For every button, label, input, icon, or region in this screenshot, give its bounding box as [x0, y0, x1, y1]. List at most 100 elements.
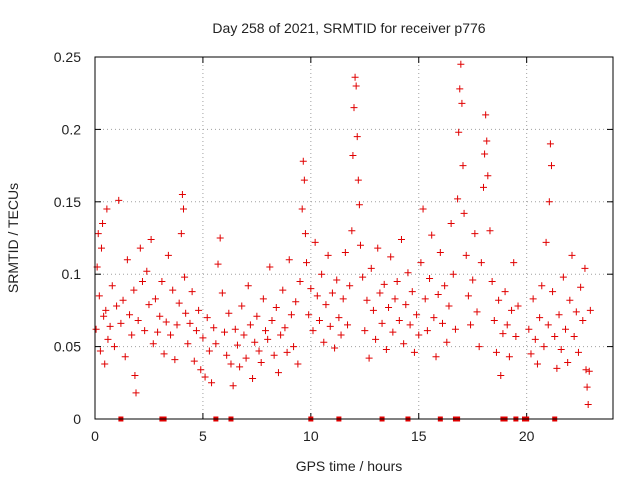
- data-point: [201, 373, 209, 381]
- data-points: [92, 60, 594, 409]
- data-point: [113, 302, 121, 310]
- data-point: [181, 273, 189, 281]
- data-point: [121, 353, 129, 361]
- data-point: [428, 231, 436, 239]
- data-point: [270, 351, 278, 359]
- data-point: [225, 309, 233, 317]
- data-point: [531, 335, 539, 343]
- data-point: [294, 360, 302, 368]
- data-point: [131, 372, 139, 380]
- data-point: [290, 343, 298, 351]
- data-point: [195, 306, 203, 314]
- data-point: [481, 150, 489, 158]
- data-point: [363, 296, 371, 304]
- data-point: [132, 389, 140, 397]
- data-point: [255, 347, 263, 355]
- data-point: [231, 325, 239, 333]
- data-point: [549, 288, 557, 296]
- y-tick-label: 0.05: [54, 339, 81, 355]
- data-point: [151, 295, 159, 303]
- data-point: [341, 248, 349, 256]
- data-point: [147, 235, 155, 243]
- data-point: [197, 366, 205, 374]
- data-point: [417, 259, 425, 267]
- data-point: [313, 292, 321, 300]
- data-point: [126, 311, 134, 319]
- data-point: [266, 263, 274, 271]
- data-point: [387, 253, 395, 261]
- data-point: [244, 282, 252, 290]
- data-point: [100, 312, 108, 320]
- data-point: [536, 314, 544, 322]
- data-point: [492, 348, 500, 356]
- y-axis-label: SRMTID / TECUs: [5, 183, 21, 293]
- data-point: [300, 176, 308, 184]
- data-point: [236, 363, 244, 371]
- data-point: [303, 259, 311, 267]
- data-point: [354, 176, 362, 184]
- data-point: [367, 264, 375, 272]
- data-point: [355, 201, 363, 209]
- data-point: [221, 328, 228, 336]
- data-point: [467, 321, 475, 329]
- data-point: [299, 157, 307, 165]
- data-point: [581, 264, 589, 272]
- data-point: [281, 324, 289, 332]
- data-point: [538, 282, 546, 290]
- data-point: [296, 277, 304, 285]
- data-point: [173, 321, 181, 329]
- data-point: [445, 302, 453, 310]
- data-point: [436, 248, 444, 256]
- data-point: [462, 251, 470, 259]
- data-point: [480, 183, 487, 191]
- data-point: [182, 309, 190, 317]
- chart-title: Day 258 of 2021, SRMTID for receiver p77…: [212, 20, 485, 36]
- data-point: [117, 319, 125, 327]
- data-point: [268, 317, 276, 325]
- x-tick-label: 20: [519, 428, 535, 444]
- data-point: [458, 99, 466, 107]
- data-point: [240, 331, 248, 339]
- data-point: [339, 295, 347, 303]
- data-point: [497, 372, 505, 380]
- data-point: [92, 325, 100, 333]
- data-point: [287, 311, 295, 319]
- data-point: [349, 151, 357, 159]
- data-point: [482, 111, 490, 119]
- data-point: [459, 162, 467, 170]
- plot-frame: [94, 56, 614, 420]
- data-point: [141, 327, 149, 335]
- data-point: [130, 286, 138, 294]
- data-point: [525, 325, 533, 333]
- data-point: [95, 292, 103, 300]
- data-point: [372, 335, 380, 343]
- data-point: [495, 296, 503, 304]
- data-point: [389, 328, 397, 336]
- data-point: [351, 73, 359, 81]
- data-point: [115, 196, 123, 204]
- data-point: [408, 288, 416, 296]
- data-point: [246, 321, 254, 329]
- data-point: [356, 241, 364, 249]
- data-point: [501, 288, 509, 296]
- data-point: [542, 238, 550, 246]
- data-point: [101, 360, 109, 368]
- data-point: [307, 285, 315, 293]
- data-point: [382, 345, 390, 353]
- data-point: [167, 331, 175, 339]
- y-tick-label: 0.1: [62, 266, 82, 282]
- data-point: [136, 244, 144, 252]
- data-point: [301, 230, 309, 238]
- data-point: [527, 350, 535, 358]
- data-point: [464, 292, 472, 300]
- data-point: [149, 340, 157, 348]
- data-point: [406, 321, 414, 329]
- data-point: [415, 331, 423, 339]
- data-point: [568, 251, 576, 259]
- data-point: [188, 288, 196, 296]
- data-point: [175, 299, 183, 307]
- data-point: [104, 335, 112, 343]
- data-point: [376, 289, 384, 297]
- data-point: [177, 230, 185, 238]
